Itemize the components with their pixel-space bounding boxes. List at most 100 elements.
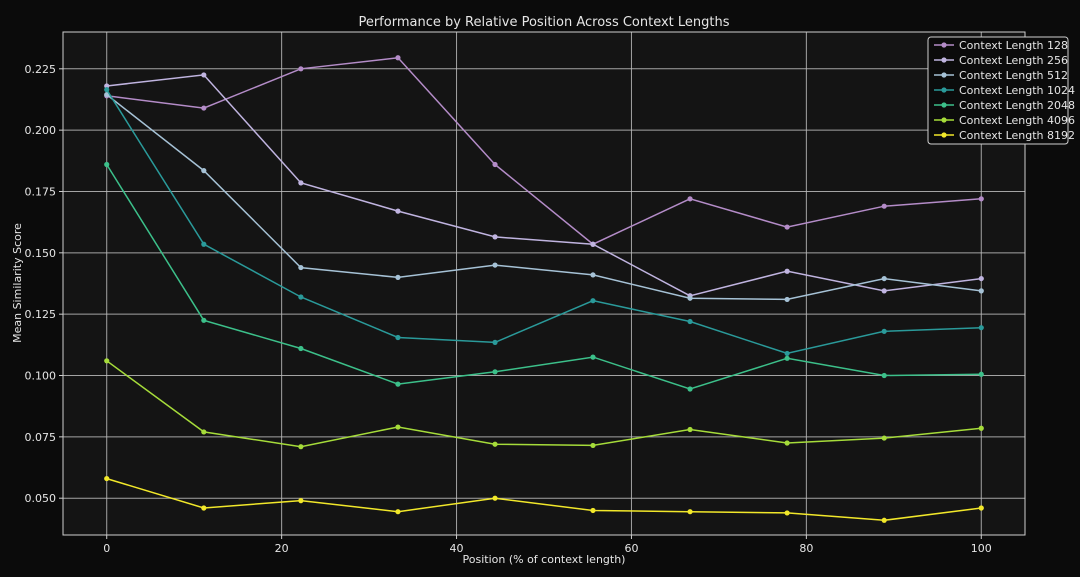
legend-label: Context Length 2048: [959, 99, 1075, 112]
data-point: [201, 168, 207, 174]
legend-marker: [941, 57, 947, 63]
data-point: [784, 224, 790, 230]
data-point: [201, 429, 207, 435]
x-tick-label: 100: [971, 542, 992, 555]
data-point: [104, 161, 110, 168]
y-tick-label: 0.125: [25, 308, 57, 321]
legend-marker: [941, 72, 947, 78]
data-point: [590, 354, 596, 360]
data-point: [978, 325, 984, 331]
y-tick-label: 0.150: [25, 247, 57, 260]
legend-label: Context Length 512: [959, 69, 1068, 82]
data-point: [492, 369, 498, 375]
legend-marker: [941, 87, 947, 93]
series-7: [104, 475, 984, 523]
legend-label: Context Length 128: [959, 39, 1068, 52]
ticks: 0 20 40 60 80 100 0.050 0.075 0.100 0.125 0.150 0.1…: [25, 63, 992, 555]
data-point: [881, 435, 887, 441]
data-point: [978, 371, 984, 377]
legend-marker: [941, 117, 947, 123]
x-tick-label: 60: [624, 542, 638, 555]
legend-item: Context Length 4096: [934, 114, 1075, 127]
data-point: [687, 196, 693, 202]
data-point: [298, 294, 304, 300]
series-line: [106, 89, 982, 355]
data-point: [492, 495, 498, 501]
data-point: [881, 203, 887, 209]
data-point: [395, 274, 401, 280]
data-point: [201, 72, 207, 78]
series-4: [104, 87, 984, 357]
x-tick-label: 0: [103, 542, 110, 555]
data-point: [201, 105, 207, 111]
legend-item: Context Length 256: [934, 54, 1068, 67]
data-point: [687, 318, 693, 325]
data-point: [687, 426, 693, 433]
data-point: [784, 296, 790, 303]
legend-item: Context Length 8192: [934, 129, 1075, 142]
x-tick-label: 40: [450, 542, 464, 555]
data-point: [201, 317, 207, 323]
x-tick-label: 20: [275, 542, 289, 555]
y-tick-label: 0.200: [25, 124, 57, 137]
data-point: [590, 241, 596, 247]
data-point: [104, 87, 110, 93]
y-tick-label: 0.075: [25, 431, 57, 444]
data-point: [784, 355, 790, 361]
data-point: [298, 444, 304, 450]
data-point: [978, 275, 984, 282]
data-point: [978, 288, 984, 294]
series-line: [106, 360, 982, 448]
data-point: [104, 475, 110, 482]
series-lines: [104, 55, 984, 523]
data-point: [978, 505, 984, 511]
x-axis-label: Position (% of context length): [463, 553, 626, 566]
y-tick-label: 0.100: [25, 370, 57, 383]
data-point: [492, 161, 498, 168]
data-point: [104, 358, 110, 364]
data-point: [492, 262, 498, 268]
data-point: [492, 234, 498, 240]
series-6: [104, 358, 984, 450]
data-point: [687, 386, 693, 392]
data-point: [395, 381, 401, 387]
data-point: [590, 298, 596, 304]
y-tick-label: 0.050: [25, 492, 57, 505]
data-point: [687, 295, 693, 301]
data-point: [298, 345, 304, 352]
data-point: [298, 180, 304, 186]
data-point: [590, 272, 596, 278]
data-point: [298, 498, 304, 504]
legend-box: [927, 36, 1069, 145]
chart-title: Performance by Relative Position Across …: [358, 15, 729, 30]
series-line: [106, 57, 982, 246]
series-3: [104, 91, 984, 303]
series-5: [104, 161, 984, 392]
data-point: [881, 275, 887, 282]
legend-item: Context Length 128: [934, 39, 1068, 52]
data-point: [298, 66, 304, 72]
data-point: [784, 350, 790, 357]
legend-marker: [941, 132, 947, 138]
data-point: [492, 339, 498, 345]
data-point: [784, 268, 790, 274]
data-point: [395, 509, 401, 515]
x-tick-label: 80: [799, 542, 813, 555]
data-point: [784, 440, 790, 446]
data-point: [492, 441, 498, 447]
data-point: [104, 83, 110, 89]
legend-marker: [941, 42, 947, 48]
y-tick-label: 0.225: [25, 63, 57, 76]
data-point: [881, 328, 887, 334]
data-point: [395, 334, 401, 341]
data-point: [104, 91, 110, 98]
series-line: [106, 74, 982, 297]
legend: Context Length 128 Context Length 256 Cont…: [927, 36, 1075, 145]
legend-item: Context Length 512: [934, 69, 1068, 82]
y-tick-label: 0.175: [25, 185, 57, 198]
data-point: [978, 425, 984, 431]
series-line: [106, 477, 982, 522]
data-point: [590, 442, 596, 449]
